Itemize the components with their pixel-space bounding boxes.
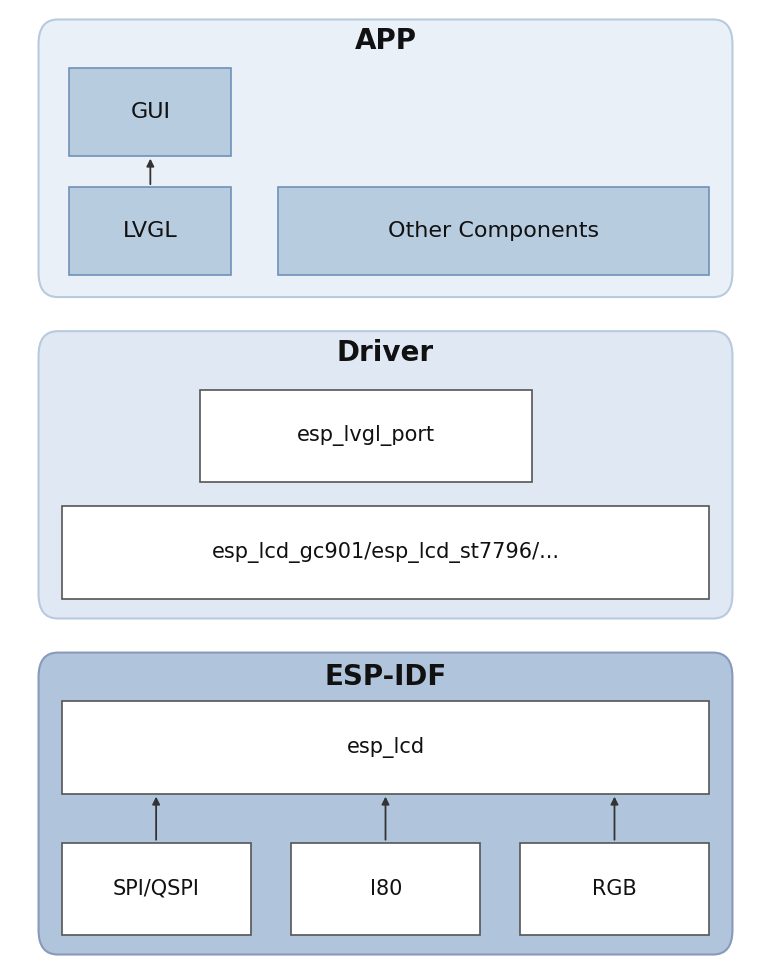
FancyBboxPatch shape (39, 653, 732, 955)
FancyBboxPatch shape (278, 187, 709, 275)
FancyBboxPatch shape (291, 843, 480, 935)
Text: esp_lcd: esp_lcd (346, 737, 425, 758)
Text: esp_lvgl_port: esp_lvgl_port (297, 426, 436, 446)
FancyBboxPatch shape (62, 506, 709, 599)
Text: Other Components: Other Components (388, 221, 599, 241)
Text: RGB: RGB (592, 879, 638, 899)
FancyBboxPatch shape (62, 843, 251, 935)
Text: I80: I80 (370, 879, 402, 899)
Text: LVGL: LVGL (123, 221, 178, 241)
FancyBboxPatch shape (62, 701, 709, 794)
Text: esp_lcd_gc901/esp_lcd_st7796/...: esp_lcd_gc901/esp_lcd_st7796/... (211, 543, 560, 563)
FancyBboxPatch shape (69, 187, 231, 275)
FancyBboxPatch shape (520, 843, 709, 935)
Text: ESP-IDF: ESP-IDF (325, 663, 446, 691)
FancyBboxPatch shape (39, 331, 732, 618)
Text: SPI/QSPI: SPI/QSPI (113, 879, 200, 899)
FancyBboxPatch shape (200, 390, 532, 482)
Text: Driver: Driver (337, 339, 434, 366)
FancyBboxPatch shape (39, 19, 732, 297)
FancyBboxPatch shape (69, 68, 231, 156)
Text: APP: APP (355, 27, 416, 55)
Text: GUI: GUI (130, 102, 170, 122)
